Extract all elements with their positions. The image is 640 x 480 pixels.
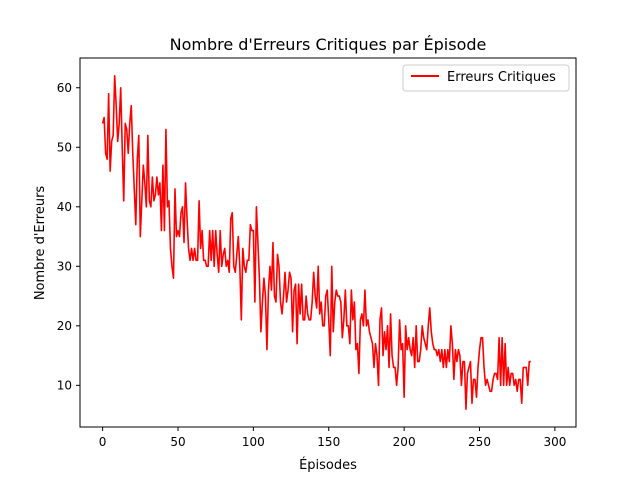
x-axis-label: Épisodes [299, 457, 357, 473]
legend-label-erreurs-critiques: Erreurs Critiques [447, 70, 556, 85]
series-group [101, 75, 531, 410]
x-tick-label: 250 [468, 435, 491, 449]
y-tick-label: 10 [57, 378, 72, 392]
plot-frame [79, 57, 577, 428]
y-tick-label: 20 [57, 319, 72, 333]
chart-title: Nombre d'Erreurs Critiques par Épisode [170, 35, 487, 54]
y-tick-label: 50 [57, 140, 72, 154]
y-axis: 10 20 30 40 50 60 [57, 81, 80, 392]
x-axis: 0 50 100 150 200 250 300 [99, 427, 566, 449]
x-tick-label: 200 [393, 435, 416, 449]
legend-box [402, 64, 570, 92]
series-line-erreurs-critiques [101, 75, 531, 410]
y-tick-label: 40 [57, 200, 72, 214]
y-axis-label: Nombre d'Erreurs [33, 186, 48, 301]
x-tick-label: 150 [317, 435, 340, 449]
legend: Erreurs Critiques [402, 64, 570, 92]
x-tick-label: 300 [543, 435, 566, 449]
x-tick-label: 50 [170, 435, 185, 449]
x-tick-label: 100 [242, 435, 265, 449]
y-tick-label: 60 [57, 81, 72, 95]
x-tick-label: 0 [99, 435, 107, 449]
y-tick-label: 30 [57, 259, 72, 273]
